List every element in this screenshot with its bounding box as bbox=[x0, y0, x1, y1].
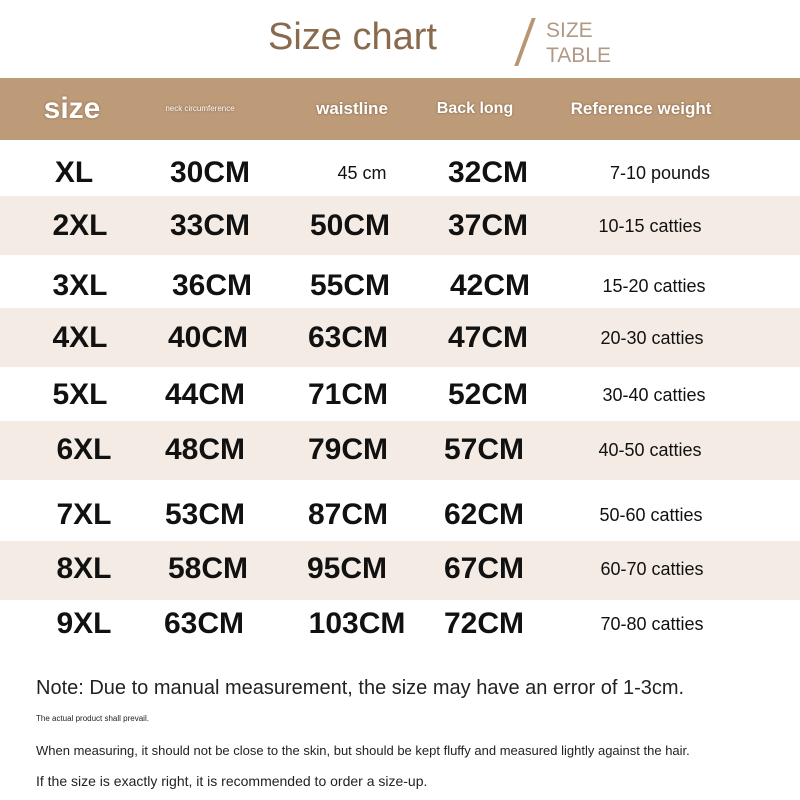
table-row: 4XL 40CM 63CM 47CM 20-30 catties bbox=[0, 313, 800, 363]
note-measuring: When measuring, it should not be close t… bbox=[36, 743, 690, 758]
cell-weight: 10-15 catties bbox=[598, 216, 702, 236]
cell-neck: 36CM bbox=[171, 269, 253, 302]
cell-back: 52CM bbox=[447, 378, 529, 411]
cell-weight: 70-80 catties bbox=[600, 614, 704, 634]
cell-weight: 20-30 catties bbox=[600, 328, 704, 348]
table-header: size neck circumference waistline Back l… bbox=[0, 78, 800, 140]
cell-back: 62CM bbox=[443, 498, 525, 531]
cell-size: 8XL bbox=[56, 552, 112, 585]
cell-neck: 58CM bbox=[167, 552, 249, 585]
cell-back: 57CM bbox=[443, 433, 525, 466]
note-main: Note: Due to manual measurement, the siz… bbox=[36, 677, 685, 699]
cell-weight: 60-70 catties bbox=[600, 559, 704, 579]
divider-slash bbox=[514, 18, 536, 66]
note-size-up: If the size is exactly right, it is reco… bbox=[36, 773, 428, 789]
cell-back: 67CM bbox=[443, 552, 525, 585]
cell-size: 5XL bbox=[52, 378, 108, 411]
header-reference-weight: Reference weight bbox=[570, 99, 712, 118]
cell-waist: 87CM bbox=[307, 498, 389, 531]
cell-weight: 30-40 catties bbox=[602, 385, 706, 405]
cell-waist: 55CM bbox=[309, 269, 391, 302]
row-stripe bbox=[0, 308, 800, 367]
cell-back: 32CM bbox=[447, 156, 529, 189]
table-row: 2XL 33CM 50CM 37CM 10-15 catties bbox=[0, 201, 800, 251]
cell-back: 47CM bbox=[447, 321, 529, 354]
cell-size: XL bbox=[54, 156, 94, 189]
cell-waist: 63CM bbox=[307, 321, 389, 354]
note-prevail: The actual product shall prevail. bbox=[36, 714, 149, 723]
subtitle-line-2: TABLE bbox=[546, 44, 611, 67]
cell-size: 3XL bbox=[52, 269, 108, 302]
cell-size: 6XL bbox=[56, 433, 112, 466]
cell-waist: 79CM bbox=[307, 433, 389, 466]
cell-weight: 40-50 catties bbox=[598, 440, 702, 460]
header-waistline: waistline bbox=[316, 99, 388, 118]
cell-back: 37CM bbox=[447, 209, 529, 242]
cell-waist: 50CM bbox=[309, 209, 391, 242]
cell-neck: 53CM bbox=[164, 498, 246, 531]
cell-neck: 33CM bbox=[169, 209, 251, 242]
cell-neck: 40CM bbox=[167, 321, 249, 354]
cell-neck: 30CM bbox=[169, 156, 251, 189]
cell-size: 2XL bbox=[52, 209, 108, 242]
subtitle: SIZE TABLE bbox=[546, 18, 611, 68]
cell-size: 7XL bbox=[56, 498, 112, 531]
page-title: Size chart bbox=[268, 16, 437, 58]
row-stripe bbox=[0, 421, 800, 480]
cell-size: 4XL bbox=[52, 321, 108, 354]
cell-weight: 50-60 catties bbox=[599, 505, 703, 525]
cell-waist: 71CM bbox=[307, 378, 389, 411]
table-row: 8XL 58CM 95CM 67CM 60-70 catties bbox=[0, 544, 800, 594]
cell-weight: 7-10 pounds bbox=[609, 163, 711, 183]
cell-neck: 44CM bbox=[164, 378, 246, 411]
cell-waist: 103CM bbox=[308, 607, 406, 640]
header-size: size bbox=[43, 92, 101, 125]
table-row: 3XL 36CM 55CM 42CM 15-20 catties bbox=[0, 261, 800, 311]
row-stripe bbox=[0, 196, 800, 255]
table-row: XL 30CM 45 cm 32CM 7-10 pounds bbox=[0, 148, 800, 198]
cell-weight: 15-20 catties bbox=[602, 276, 706, 296]
cell-neck: 48CM bbox=[164, 433, 246, 466]
cell-back: 72CM bbox=[443, 607, 525, 640]
cell-waist: 95CM bbox=[306, 552, 388, 585]
subtitle-line-1: SIZE bbox=[546, 19, 593, 42]
table-row: 5XL 44CM 71CM 52CM 30-40 catties bbox=[0, 370, 800, 420]
header-neck: neck circumference bbox=[165, 104, 235, 113]
table-row: 9XL 63CM 103CM 72CM 70-80 catties bbox=[0, 599, 800, 649]
table-row: 6XL 48CM 79CM 57CM 40-50 catties bbox=[0, 425, 800, 475]
cell-waist: 45 cm bbox=[337, 163, 387, 183]
cell-size: 9XL bbox=[56, 607, 112, 640]
cell-neck: 63CM bbox=[163, 607, 245, 640]
header-back-long: Back long bbox=[436, 100, 514, 117]
table-row: 7XL 53CM 87CM 62CM 50-60 catties bbox=[0, 490, 800, 540]
cell-back: 42CM bbox=[449, 269, 531, 302]
row-stripe bbox=[0, 541, 800, 600]
